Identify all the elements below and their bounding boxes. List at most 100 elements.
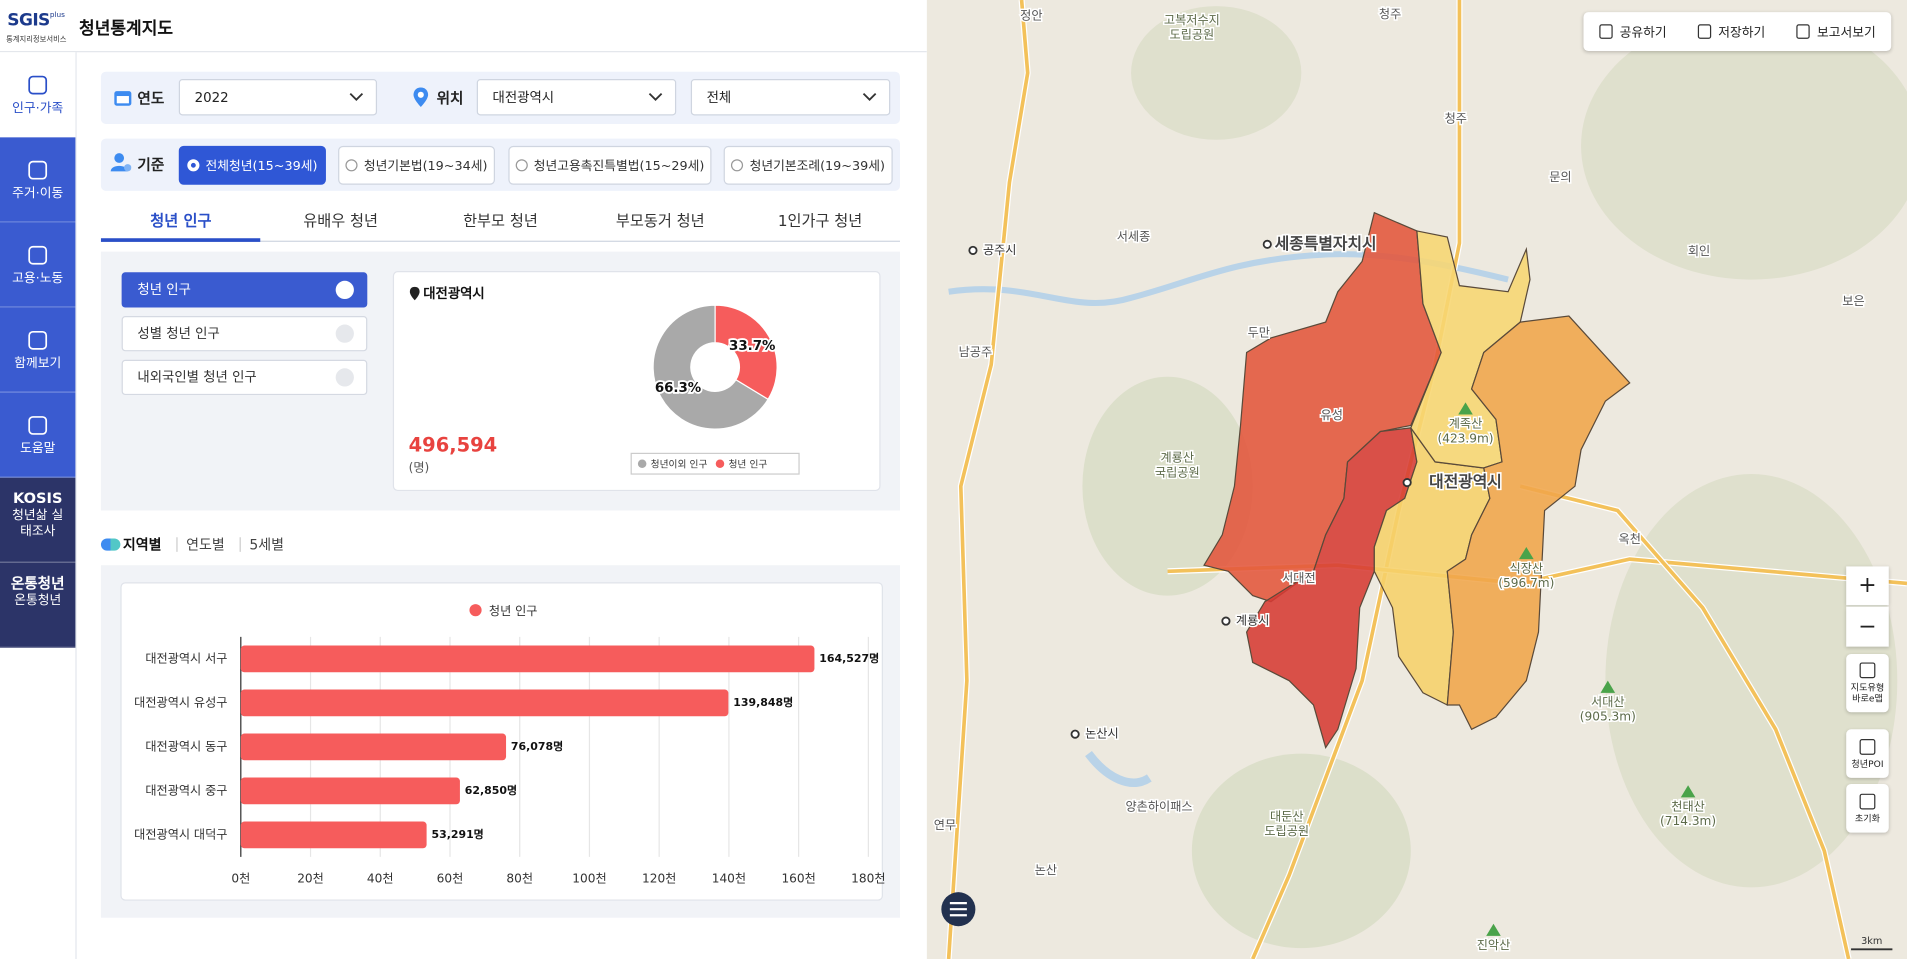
map-label: 고복저수지 <box>1164 13 1220 27</box>
terrain <box>1581 12 1907 279</box>
toolbar-icon <box>1599 24 1612 39</box>
map-label: 양촌하이패스 <box>1126 800 1193 814</box>
place-dot <box>1071 731 1078 738</box>
x-tick-label: 80천 <box>506 870 533 885</box>
map-label: 대둔산 <box>1270 809 1304 823</box>
slice-label: 33.7% <box>729 339 775 354</box>
x-tick-label: 40천 <box>367 870 394 885</box>
legend-swatch <box>716 459 725 468</box>
map-control[interactable]: − <box>1846 607 1889 647</box>
value-label: 62,850명 <box>465 783 517 797</box>
x-tick-label: 20천 <box>297 870 324 885</box>
control-icon <box>1860 738 1876 754</box>
y-tick-label: 대전광역시 대덕구 <box>134 827 227 841</box>
map-label: 옥천 <box>1619 531 1641 546</box>
map-label: 연무 <box>934 818 956 832</box>
map-label: 진악산 <box>1477 938 1511 952</box>
y-tick-label: 대전광역시 서구 <box>145 651 227 665</box>
place-dot <box>1222 617 1229 624</box>
x-tick-label: 140천 <box>712 870 746 885</box>
map-label: 남공주 <box>959 345 993 359</box>
map-label: 식장산 <box>1510 561 1544 575</box>
control-label: 지도유형 바로e맵 <box>1846 682 1889 704</box>
chart-title: 대전광역시 <box>423 285 484 302</box>
map-label: 논산시 <box>1085 727 1119 741</box>
legend-swatch <box>469 604 481 616</box>
y-tick-label: 대전광역시 중구 <box>145 783 227 797</box>
map-label: 계룡시 <box>1236 614 1270 628</box>
control-icon <box>1860 793 1876 809</box>
map-label: 서대산 <box>1591 695 1625 709</box>
bar <box>241 690 729 717</box>
map-label: 청주 <box>1379 7 1401 21</box>
value-label: 164,527명 <box>819 651 879 665</box>
map-control[interactable]: 청년POI <box>1846 729 1889 778</box>
x-tick-label: 160천 <box>781 870 815 885</box>
toolbar-icon <box>1698 24 1711 39</box>
map-label: 대전광역시 <box>1429 472 1502 491</box>
map-label: 서대전 <box>1282 571 1316 585</box>
map-sublabel: 도립공원 <box>1264 824 1309 838</box>
toolbar-label: 보고서보기 <box>1817 22 1876 40</box>
map-sublabel: (596.7m) <box>1498 576 1554 590</box>
control-label: 청년POI <box>1851 758 1883 769</box>
map-label: 두만 <box>1248 326 1270 340</box>
toolbar-label: 저장하기 <box>1718 22 1765 40</box>
x-tick-label: 100천 <box>572 870 606 885</box>
y-tick-label: 대전광역시 동구 <box>145 739 227 753</box>
control-label: 초기화 <box>1855 813 1880 824</box>
legend-label: 청년 인구 <box>729 458 768 470</box>
scale-label: 3km <box>1861 936 1882 947</box>
toolbar-label: 공유하기 <box>1620 22 1667 40</box>
map-label: 논산 <box>1035 863 1057 877</box>
map-sublabel: (905.3m) <box>1580 710 1636 724</box>
total-value: 496,594 <box>409 434 498 457</box>
x-tick-label: 180천 <box>851 870 885 885</box>
y-tick-label: 대전광역시 유성구 <box>134 695 227 709</box>
control-label: + <box>1858 575 1876 597</box>
map-sublabel: 국립공원 <box>1155 465 1200 479</box>
control-label: − <box>1858 616 1876 638</box>
value-label: 139,848명 <box>733 695 793 709</box>
place-dot <box>1403 479 1410 486</box>
map-label: 정안 <box>1020 8 1042 22</box>
x-tick-label: 0천 <box>231 870 250 885</box>
bar <box>241 646 815 673</box>
map-label: 계족산 <box>1449 417 1483 431</box>
charts: 대전광역시496,594(명)66.3%33.7%청년이외 인구청년 인구0천2… <box>0 0 927 959</box>
legend-swatch <box>638 459 647 468</box>
value-label: 53,291명 <box>431 827 483 841</box>
toolbar-button[interactable]: 저장하기 <box>1698 22 1766 40</box>
map-toolbar: 공유하기 저장하기 보고서보기 <box>1583 12 1891 51</box>
map-label: 청주 <box>1445 112 1467 126</box>
legend-label: 청년이외 인구 <box>651 458 708 470</box>
map-label: 유성 <box>1321 408 1343 422</box>
control-icon <box>1860 662 1876 678</box>
toolbar-button[interactable]: 공유하기 <box>1599 22 1667 40</box>
value-label: 76,078명 <box>511 739 563 753</box>
map-sublabel: 도립공원 <box>1170 28 1215 42</box>
toolbar-button[interactable]: 보고서보기 <box>1796 22 1875 40</box>
slice-label: 66.3% <box>655 381 701 396</box>
map-label: 회인 <box>1688 244 1710 258</box>
pin-icon <box>410 287 420 300</box>
bar <box>241 822 427 849</box>
place-dot <box>1264 241 1271 248</box>
map-sublabel: (714.3m) <box>1660 814 1716 828</box>
map[interactable]: 정안고복저수지도립공원청주청주문의세종특별자치시공주시서세종회인보은두만남공주유… <box>927 0 1907 959</box>
map-label: 보은 <box>1842 294 1864 308</box>
map-control[interactable]: 초기화 <box>1846 784 1889 833</box>
bar <box>241 734 506 761</box>
map-label: 문의 <box>1549 170 1571 184</box>
map-control[interactable]: 지도유형 바로e맵 <box>1846 654 1889 712</box>
legend-label: 청년 인구 <box>489 604 538 618</box>
total-unit: (명) <box>409 460 430 474</box>
toolbar-icon <box>1796 24 1809 39</box>
x-tick-label: 120천 <box>642 870 676 885</box>
map-label: 세종특별자치시 <box>1275 234 1377 253</box>
place-dot <box>969 247 976 254</box>
bar <box>241 778 460 805</box>
map-control[interactable]: + <box>1846 566 1889 605</box>
map-label: 계룡산 <box>1161 451 1195 465</box>
